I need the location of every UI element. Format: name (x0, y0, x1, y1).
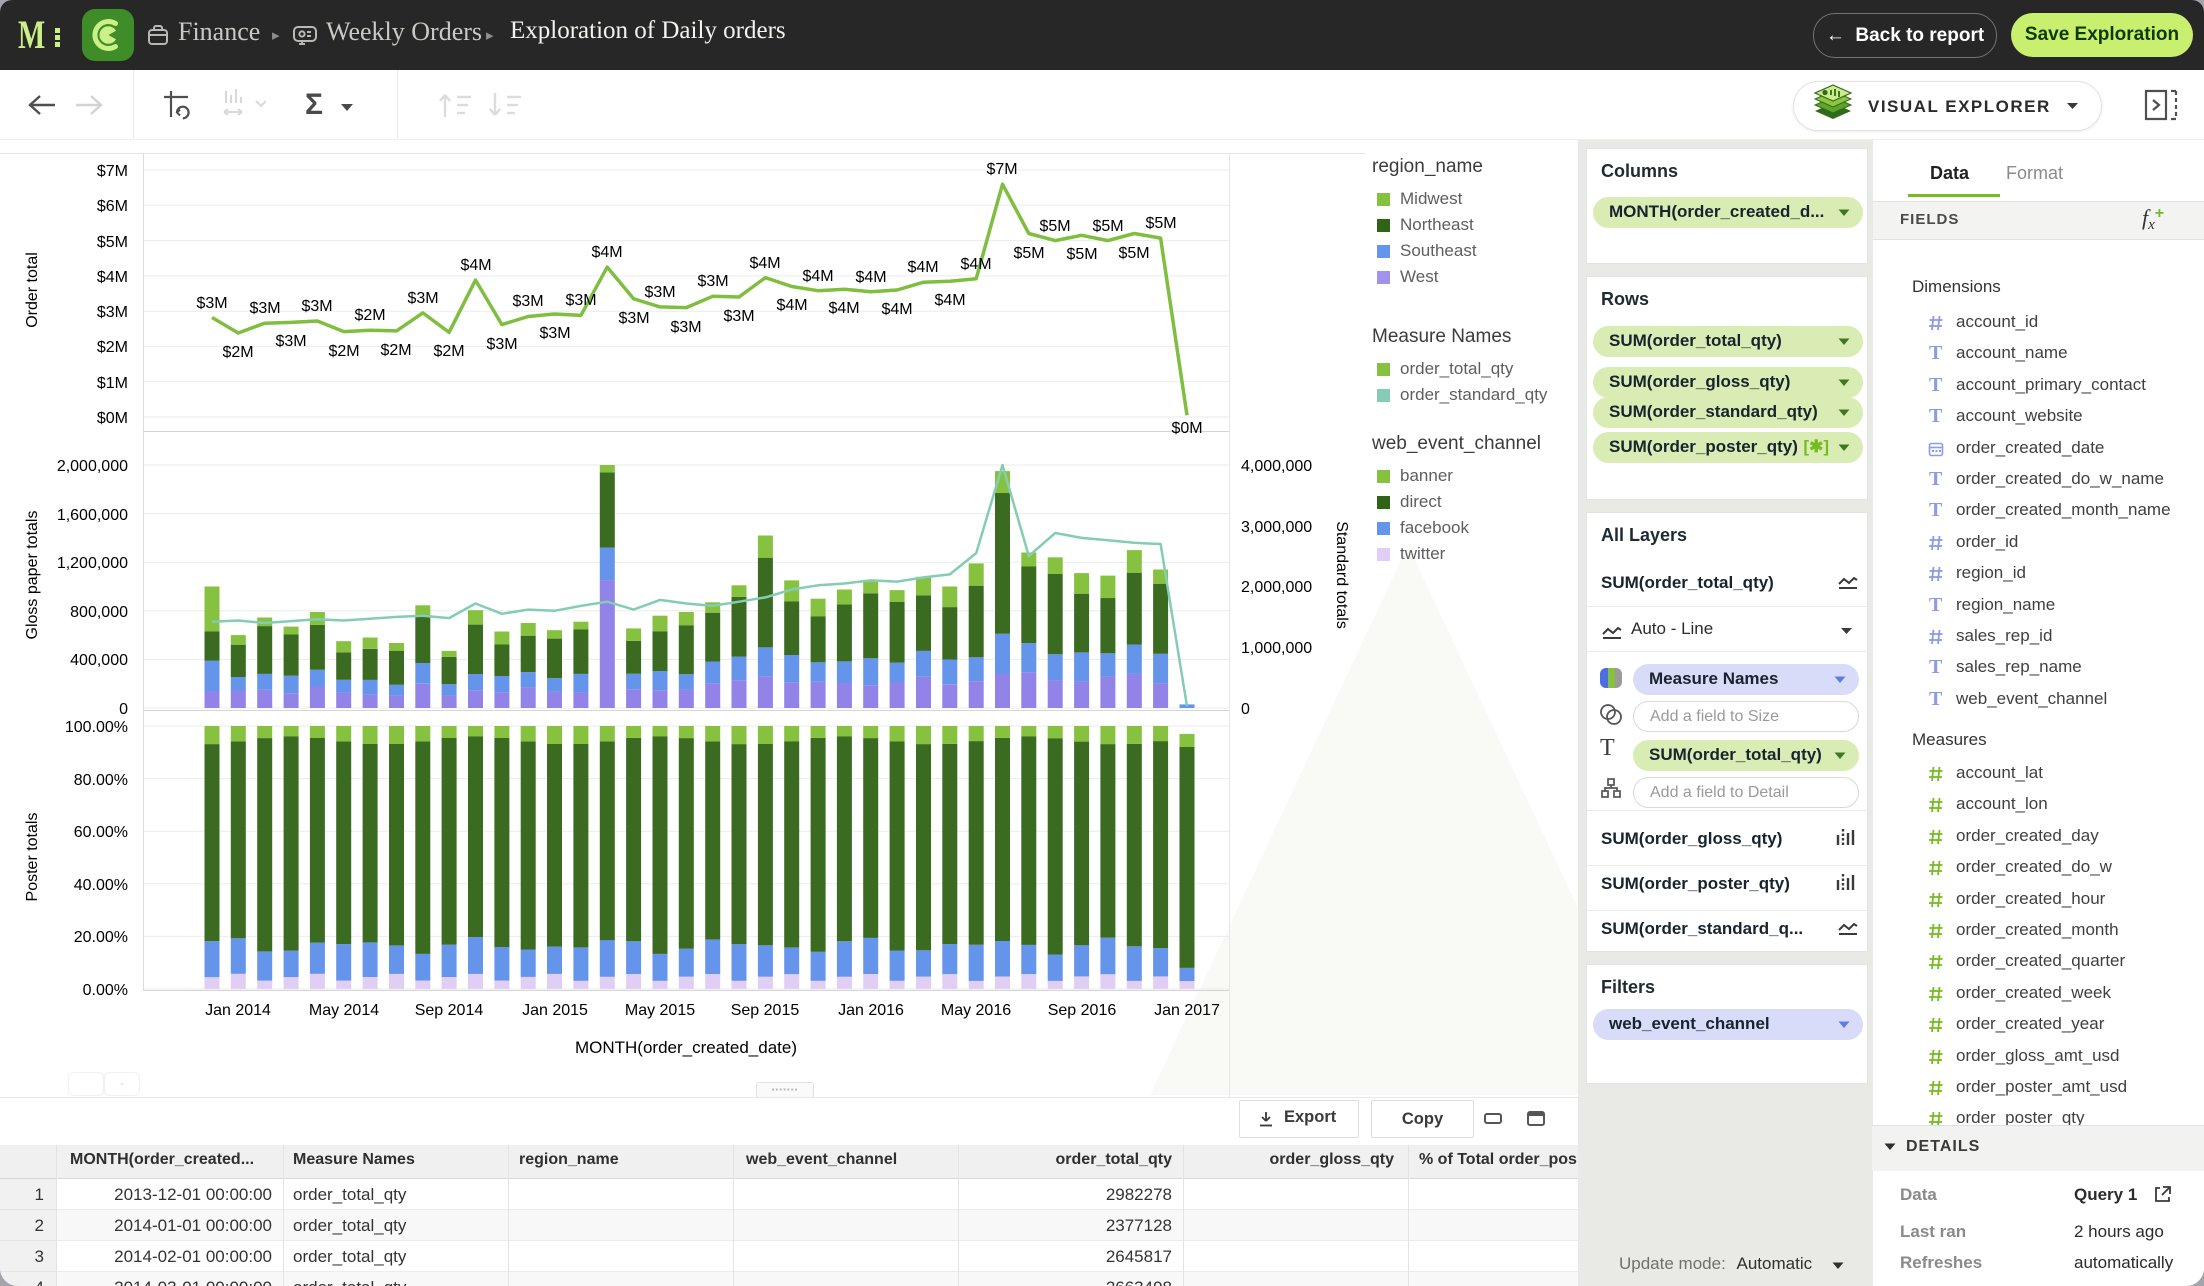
svg-text:$3M: $3M (486, 336, 517, 353)
svg-text:$4M: $4M (591, 244, 622, 261)
svg-text:$4M: $4M (776, 297, 807, 314)
svg-text:$3M: $3M (97, 304, 128, 321)
svg-text:$4M: $4M (907, 259, 938, 276)
svg-text:$3M: $3M (196, 295, 227, 312)
svg-text:$4M: $4M (749, 255, 780, 272)
svg-text:$3M: $3M (670, 319, 701, 336)
svg-text:1,000,000: 1,000,000 (1241, 640, 1312, 657)
svg-text:$4M: $4M (97, 269, 128, 286)
svg-text:$3M: $3M (407, 290, 438, 307)
svg-text:$5M: $5M (1118, 245, 1149, 262)
svg-text:$5M: $5M (1092, 218, 1123, 235)
svg-text:$5M: $5M (97, 234, 128, 251)
svg-text:$2M: $2M (222, 344, 253, 361)
svg-text:$3M: $3M (697, 273, 728, 290)
svg-text:60.00%: 60.00% (74, 824, 128, 841)
svg-text:Jan 2017: Jan 2017 (1154, 1002, 1220, 1019)
svg-text:Jan 2015: Jan 2015 (522, 1002, 588, 1019)
svg-text:Sep 2014: Sep 2014 (415, 1002, 484, 1019)
svg-text:MONTH(order_created_date): MONTH(order_created_date) (575, 1038, 797, 1057)
svg-text:$5M: $5M (1013, 245, 1044, 262)
svg-text:$5M: $5M (1039, 218, 1070, 235)
svg-text:$4M: $4M (881, 301, 912, 318)
svg-text:3,000,000: 3,000,000 (1241, 519, 1312, 536)
svg-text:$7M: $7M (97, 163, 128, 180)
svg-text:4,000,000: 4,000,000 (1241, 458, 1312, 475)
svg-text:80.00%: 80.00% (74, 772, 128, 789)
svg-text:$3M: $3M (249, 300, 280, 317)
svg-text:Order total: Order total (24, 252, 41, 328)
svg-text:40.00%: 40.00% (74, 877, 128, 894)
svg-text:$4M: $4M (934, 292, 965, 309)
svg-text:$1M: $1M (97, 375, 128, 392)
svg-text:May 2014: May 2014 (309, 1002, 379, 1019)
svg-text:$2M: $2M (380, 342, 411, 359)
svg-text:1,600,000: 1,600,000 (57, 507, 128, 524)
svg-text:$3M: $3M (565, 292, 596, 309)
svg-text:$3M: $3M (301, 298, 332, 315)
svg-text:$2M: $2M (354, 307, 385, 324)
svg-text:2,000,000: 2,000,000 (57, 458, 128, 475)
svg-text:$3M: $3M (644, 284, 675, 301)
svg-text:$4M: $4M (460, 257, 491, 274)
svg-text:$4M: $4M (855, 269, 886, 286)
svg-text:800,000: 800,000 (70, 604, 128, 621)
svg-text:May 2015: May 2015 (625, 1002, 695, 1019)
svg-text:$5M: $5M (1066, 246, 1097, 263)
svg-text:$0M: $0M (97, 410, 128, 427)
svg-text:$4M: $4M (828, 300, 859, 317)
svg-text:$3M: $3M (512, 293, 543, 310)
svg-text:$5M: $5M (1145, 215, 1176, 232)
svg-text:2,000,000: 2,000,000 (1241, 579, 1312, 596)
svg-text:Jan 2014: Jan 2014 (205, 1002, 271, 1019)
svg-text:$6M: $6M (97, 198, 128, 215)
svg-text:$3M: $3M (539, 325, 570, 342)
svg-text:$0M: $0M (1171, 420, 1202, 437)
svg-text:$2M: $2M (97, 339, 128, 356)
svg-text:$7M: $7M (986, 161, 1017, 178)
svg-text:100.00%: 100.00% (65, 719, 128, 736)
svg-text:$2M: $2M (433, 343, 464, 360)
svg-text:Sep 2016: Sep 2016 (1048, 1002, 1117, 1019)
svg-text:$3M: $3M (723, 308, 754, 325)
svg-text:May 2016: May 2016 (941, 1002, 1011, 1019)
svg-text:Jan 2016: Jan 2016 (838, 1002, 904, 1019)
svg-text:$2M: $2M (328, 343, 359, 360)
svg-text:$4M: $4M (960, 256, 991, 273)
svg-text:20.00%: 20.00% (74, 929, 128, 946)
svg-text:Poster totals: Poster totals (24, 813, 41, 902)
svg-text:$3M: $3M (618, 310, 649, 327)
svg-text:$3M: $3M (275, 333, 306, 350)
svg-text:$4M: $4M (802, 268, 833, 285)
svg-text:0.00%: 0.00% (83, 982, 128, 999)
svg-text:Gloss paper totals: Gloss paper totals (24, 511, 41, 640)
svg-text:Sep 2015: Sep 2015 (731, 1002, 800, 1019)
svg-text:0: 0 (119, 701, 128, 718)
svg-text:400,000: 400,000 (70, 652, 128, 669)
svg-text:Standard totals: Standard totals (1333, 521, 1350, 629)
svg-text:1,200,000: 1,200,000 (57, 555, 128, 572)
svg-text:0: 0 (1241, 701, 1250, 718)
